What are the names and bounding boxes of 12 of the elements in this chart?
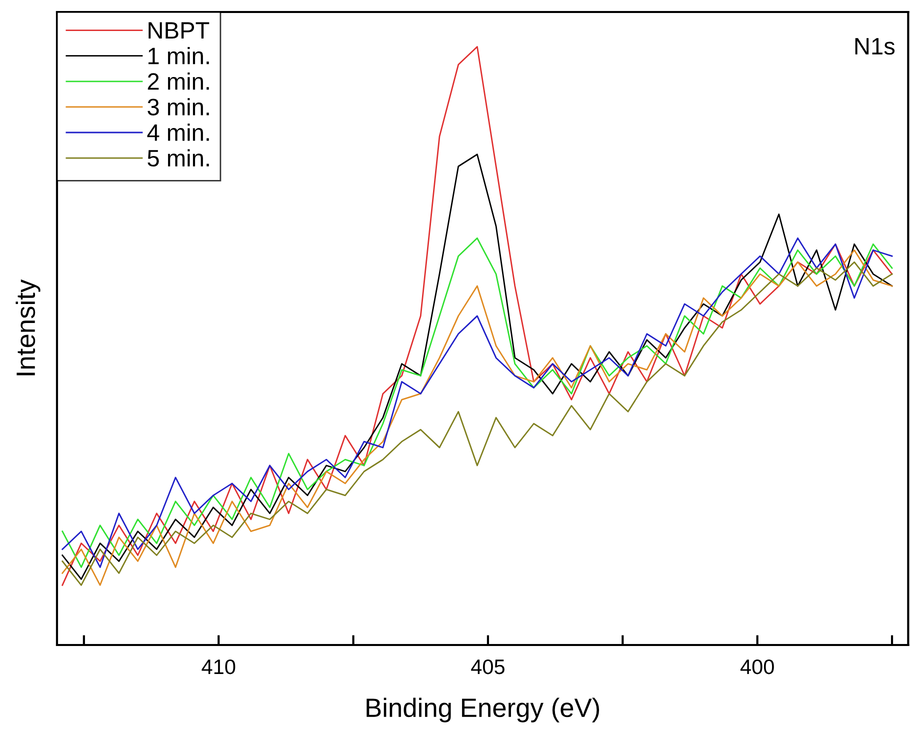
- legend-label: 5 min.: [148, 149, 209, 167]
- x-tick-label: 400: [740, 659, 774, 674]
- annotation: N1s: [855, 38, 895, 55]
- legend-label: 4 min.: [147, 124, 209, 141]
- legend-label: 3 min.: [148, 98, 209, 116]
- y-axis-title: Intensity: [16, 279, 40, 376]
- x-axis-title: Binding Energy (eV): [366, 698, 600, 722]
- legend-label: 2 min.: [148, 72, 209, 90]
- legend-label: NBPT: [148, 22, 210, 39]
- legend-label: 1 min.: [148, 46, 209, 64]
- x-tick-label: 405: [471, 659, 504, 674]
- x-tick-label: 410: [202, 659, 236, 674]
